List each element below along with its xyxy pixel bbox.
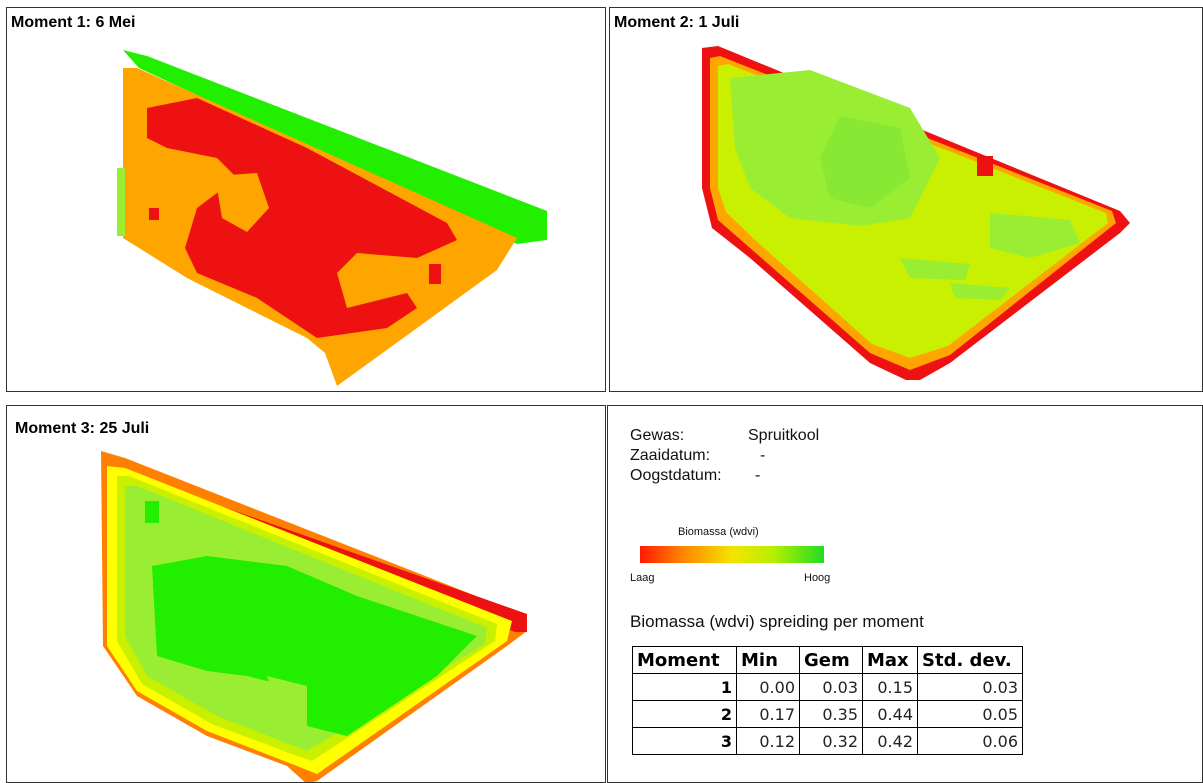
sow-date-value: -	[760, 447, 766, 464]
sow-date-row: Zaaidatum: -	[630, 446, 819, 466]
table-row: 3 0.12 0.32 0.42 0.06	[632, 727, 1023, 755]
stats-table: Moment Min Gem Max Std. dev. 1 0.00 0.03…	[632, 646, 1023, 755]
crop-label: Gewas:	[630, 427, 685, 444]
legend-title: Biomassa (wdvi)	[678, 526, 759, 538]
cell-min: 0.17	[736, 700, 800, 728]
harvest-date-value: -	[755, 467, 761, 484]
sow-date-label: Zaaidatum:	[630, 447, 711, 464]
panel-title: Moment 2: 1 Juli	[614, 14, 740, 31]
biomass-map-moment-3	[101, 451, 527, 782]
map-zone-medium-low-inner	[215, 173, 269, 232]
map-zone-very-high	[152, 556, 477, 736]
cell-std-dev: 0.03	[917, 673, 1023, 701]
header-max: Max	[862, 646, 918, 674]
panel-title: Moment 3: 25 Juli	[15, 420, 150, 437]
cell-moment: 2	[632, 700, 737, 728]
table-row: 2 0.17 0.35 0.44 0.05	[632, 700, 1023, 728]
header-moment: Moment	[632, 646, 737, 674]
cell-gem: 0.03	[799, 673, 863, 701]
header-gem: Gem	[799, 646, 863, 674]
cell-std-dev: 0.05	[917, 700, 1023, 728]
cell-max: 0.42	[862, 727, 918, 755]
table-header-row: Moment Min Gem Max Std. dev.	[632, 646, 1023, 674]
map-zone-low	[147, 98, 457, 338]
header-std-dev: Std. dev.	[917, 646, 1023, 674]
harvest-date-label: Oogstdatum:	[630, 467, 722, 484]
cell-gem: 0.35	[799, 700, 863, 728]
map-panel-moment-3: Moment 3: 25 Juli	[6, 405, 606, 783]
legend-high-label: Hoog	[804, 572, 831, 584]
cell-moment: 3	[632, 727, 737, 755]
map-panel-moment-2: Moment 2: 1 Juli	[609, 7, 1203, 392]
info-panel: Gewas: Spruitkool Zaaidatum: - Oogstdatu…	[607, 405, 1203, 783]
cell-min: 0.00	[736, 673, 800, 701]
biomass-map-moment-1	[117, 50, 547, 386]
cell-std-dev: 0.06	[917, 727, 1023, 755]
header-min: Min	[736, 646, 800, 674]
harvest-date-row: Oogstdatum: -	[630, 466, 819, 486]
crop-value: Spruitkool	[748, 427, 820, 444]
map-panel-moment-1: Moment 1: 6 Mei	[6, 7, 606, 392]
stats-title: Biomassa (wdvi) spreiding per moment	[630, 612, 924, 631]
cell-gem: 0.32	[799, 727, 863, 755]
cell-max: 0.44	[862, 700, 918, 728]
cell-moment: 1	[632, 673, 737, 701]
table-row: 1 0.00 0.03 0.15 0.03	[632, 673, 1023, 701]
crop-info: Gewas: Spruitkool Zaaidatum: - Oogstdatu…	[630, 426, 819, 486]
panel-title: Moment 1: 6 Mei	[11, 14, 136, 31]
legend-low-label: Laag	[630, 572, 655, 584]
map-zone-high	[123, 50, 547, 244]
cell-min: 0.12	[736, 727, 800, 755]
map-zone-edge	[117, 168, 125, 236]
legend-color-ramp	[640, 546, 824, 563]
cell-max: 0.15	[862, 673, 918, 701]
biomass-map-moment-2	[702, 46, 1130, 380]
crop-row: Gewas: Spruitkool	[630, 426, 819, 446]
